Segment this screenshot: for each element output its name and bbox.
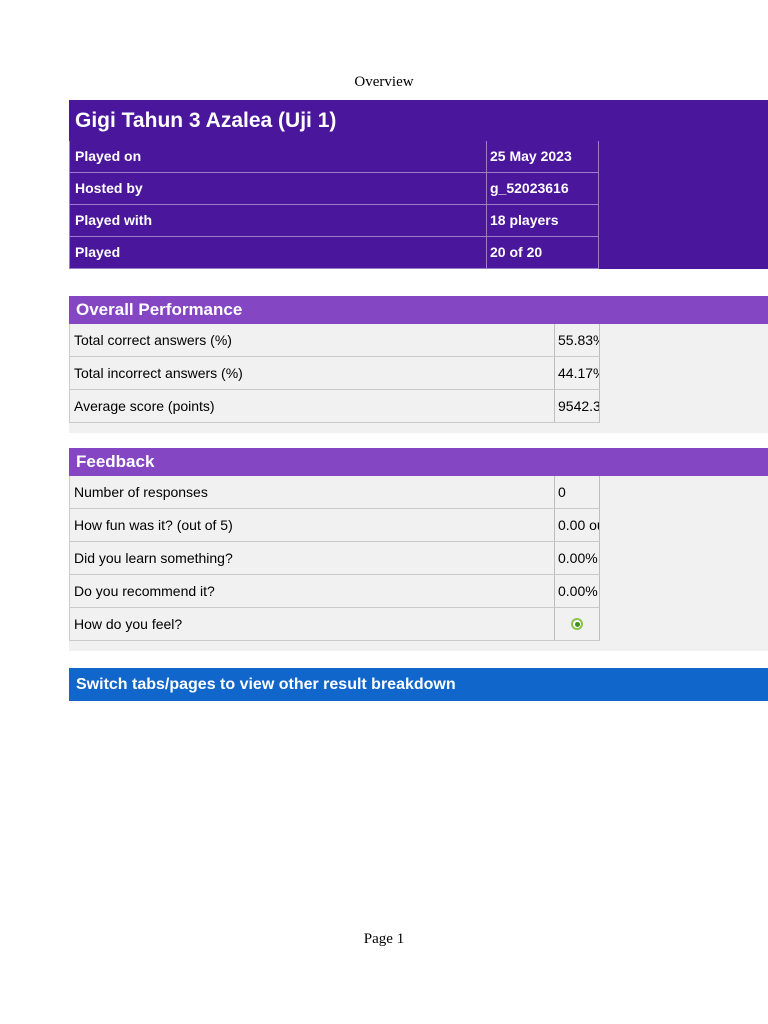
table-row: How do you feel?: [70, 608, 600, 641]
stat-label: Did you learn something?: [74, 550, 233, 566]
stat-value: 0.00%: [554, 575, 600, 607]
stat-label: How fun was it? (out of 5): [74, 517, 233, 533]
page-number: Page 1: [363, 931, 405, 947]
stat-value: 0.00%: [554, 542, 600, 574]
stat-label: Number of responses: [74, 484, 208, 500]
stats-table: Number of responses 0 How fun was it? (o…: [69, 476, 600, 641]
stat-value: 0: [554, 476, 600, 508]
stats-table: Total correct answers (%) 55.83% Total i…: [69, 324, 600, 423]
stat-label: How do you feel?: [74, 616, 183, 632]
report-content: Gigi Tahun 3 Azalea (Uji 1) Played on 25…: [69, 100, 768, 701]
stat-label: Do you recommend it?: [74, 583, 215, 599]
info-value: 20 of 20: [487, 237, 599, 269]
switch-tabs-banner: Switch tabs/pages to view other result b…: [69, 668, 768, 701]
stat-label: Average score (points): [74, 398, 215, 414]
table-row: Total correct answers (%) 55.83%: [70, 324, 600, 357]
table-row: Did you learn something? 0.00%: [70, 542, 600, 575]
stat-value: 55.83%: [554, 324, 600, 356]
stat-value: 44.17%: [554, 357, 600, 389]
table-row: Played 20 of 20: [69, 237, 768, 269]
info-value: g_52023616: [487, 173, 599, 205]
table-row: Average score (points) 9542.3: [70, 390, 600, 423]
info-label: Played with: [69, 205, 487, 237]
table-row: Do you recommend it? 0.00%: [70, 575, 600, 608]
table-row: Hosted by g_52023616: [69, 173, 768, 205]
info-label: Hosted by: [69, 173, 487, 205]
game-info-table: Played on 25 May 2023 Hosted by g_520236…: [69, 141, 768, 269]
page-header-title: Overview: [354, 74, 414, 90]
stat-label: Total incorrect answers (%): [74, 365, 243, 381]
section-header-overall-performance: Overall Performance: [69, 296, 768, 324]
overall-performance-table: Total correct answers (%) 55.83% Total i…: [69, 324, 768, 423]
spacer: [69, 269, 768, 296]
stat-value: 9542.3: [554, 390, 600, 422]
table-footer-strip: [69, 641, 768, 651]
info-value: 25 May 2023: [487, 141, 599, 173]
spacer: [69, 651, 768, 668]
table-row: Played on 25 May 2023: [69, 141, 768, 173]
table-row: Total incorrect answers (%) 44.17%: [70, 357, 600, 390]
feedback-table: Number of responses 0 How fun was it? (o…: [69, 476, 768, 641]
info-value: 18 players: [487, 205, 599, 237]
quiz-title: Gigi Tahun 3 Azalea (Uji 1): [69, 100, 768, 141]
table-footer-strip: [69, 423, 768, 433]
stat-value: 0.00 ou: [554, 509, 600, 541]
stat-value: [554, 608, 600, 640]
green-radio-icon: [571, 618, 583, 631]
info-label: Played: [69, 237, 487, 269]
stat-label: Total correct answers (%): [74, 332, 232, 348]
section-header-feedback: Feedback: [69, 448, 768, 476]
table-row: Played with 18 players: [69, 205, 768, 237]
table-row: How fun was it? (out of 5) 0.00 ou: [70, 509, 600, 542]
info-label: Played on: [69, 141, 487, 173]
spacer: [69, 433, 768, 448]
table-row: Number of responses 0: [70, 476, 600, 509]
